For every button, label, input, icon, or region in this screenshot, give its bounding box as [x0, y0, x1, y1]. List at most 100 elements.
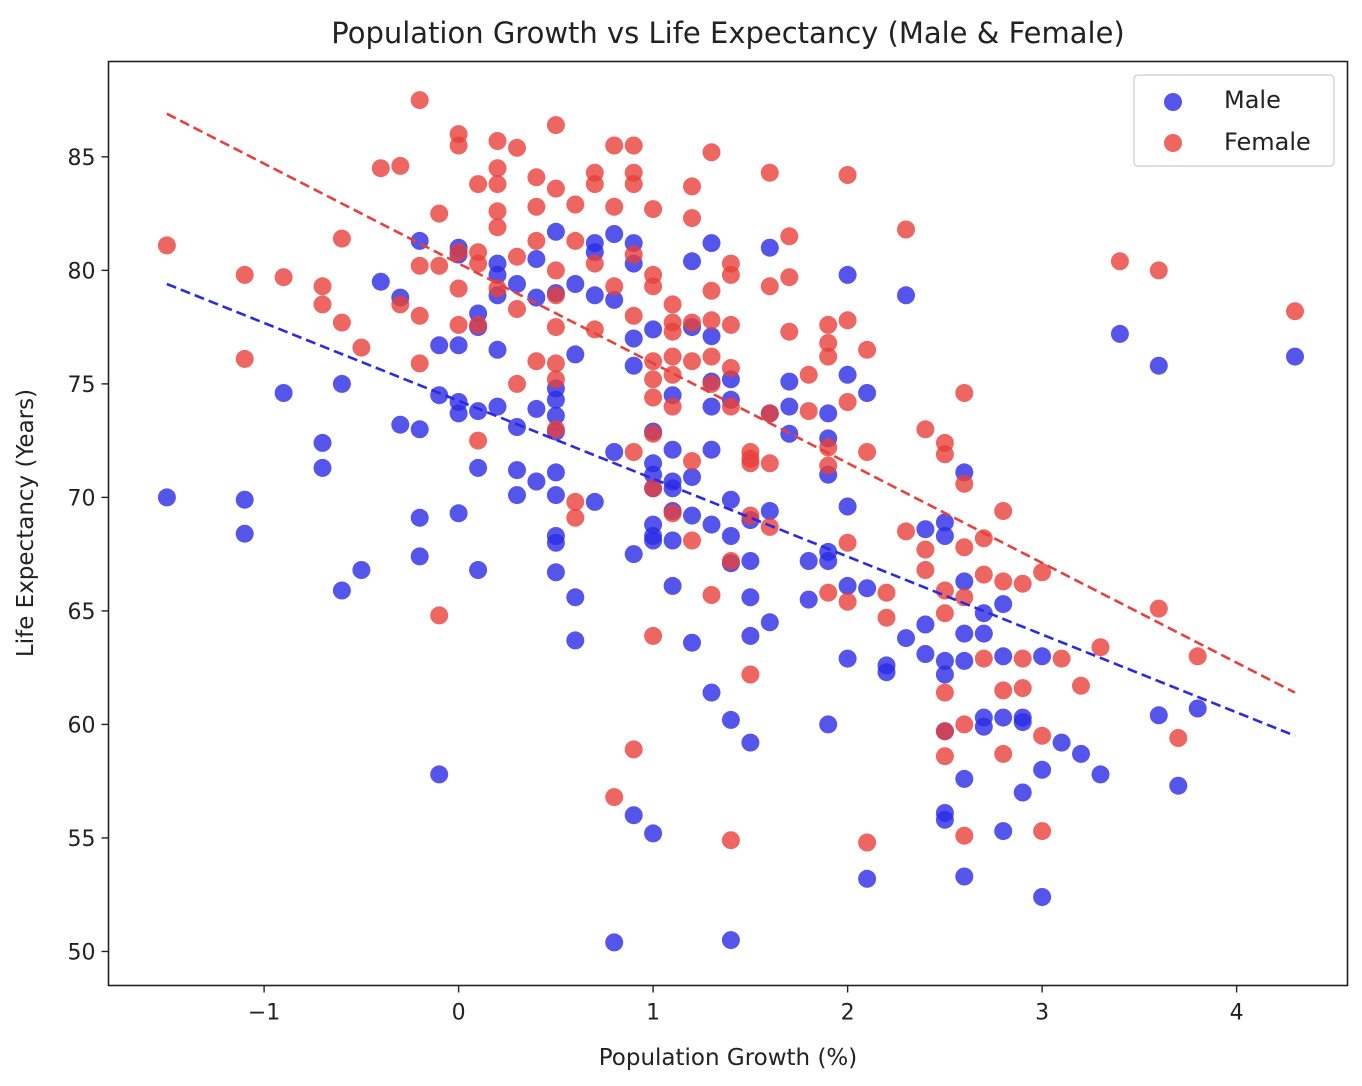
- male-point-72: [644, 320, 663, 339]
- female-point-148: [955, 384, 974, 402]
- female-point-78: [644, 626, 663, 645]
- male-point-128: [838, 365, 857, 384]
- female-point-166: [1033, 822, 1052, 841]
- y-tick-label: 85: [68, 146, 96, 171]
- male-point-175: [1169, 776, 1188, 795]
- male-point-170: [1072, 744, 1090, 763]
- male-point-49: [546, 463, 565, 482]
- male-point-117: [780, 397, 799, 416]
- x-tick-label: 0: [452, 1001, 466, 1026]
- female-point-42: [527, 352, 546, 371]
- female-point-63: [624, 136, 643, 155]
- male-point-24: [449, 504, 468, 523]
- male-point-150: [955, 572, 974, 591]
- male-point-36: [508, 418, 526, 436]
- female-point-65: [624, 175, 643, 194]
- female-point-160: [994, 744, 1013, 763]
- male-point-164: [1013, 713, 1032, 732]
- male-point-29: [469, 561, 488, 579]
- female-point-90: [683, 452, 701, 471]
- female-point-153: [955, 826, 974, 845]
- female-point-102: [721, 397, 740, 416]
- male-point-79: [644, 531, 663, 550]
- female-point-70: [644, 200, 663, 219]
- male-point-156: [974, 624, 993, 643]
- female-point-156: [974, 649, 993, 668]
- male-point-50: [546, 486, 565, 505]
- female-point-6: [332, 229, 351, 248]
- female-point-82: [663, 347, 682, 366]
- female-point-149: [955, 474, 974, 493]
- female-point-164: [1033, 563, 1052, 582]
- female-point-9: [371, 159, 390, 178]
- female-point-127: [838, 311, 857, 330]
- male-point-130: [838, 576, 857, 595]
- female-point-116: [780, 268, 799, 287]
- female-point-48: [546, 354, 565, 373]
- male-point-166: [1033, 647, 1052, 666]
- male-point-2: [235, 524, 254, 543]
- male-point-102: [721, 490, 740, 509]
- female-point-97: [702, 586, 721, 604]
- male-point-88: [683, 252, 701, 271]
- male-point-13: [410, 420, 429, 439]
- male-point-127: [838, 265, 857, 284]
- male-point-169: [1052, 733, 1071, 752]
- male-point-108: [741, 552, 760, 570]
- male-point-177: [1286, 347, 1304, 366]
- female-trend-line: [166, 112, 1296, 694]
- female-point-87: [683, 209, 701, 228]
- male-point-8: [352, 561, 371, 579]
- female-point-85: [663, 504, 682, 523]
- male-point-92: [683, 633, 701, 652]
- female-point-23: [449, 315, 468, 334]
- female-point-81: [663, 322, 682, 341]
- female-point-145: [935, 683, 954, 702]
- female-point-109: [741, 665, 760, 684]
- female-point-172: [1149, 599, 1168, 618]
- female-point-104: [721, 831, 740, 850]
- male-point-144: [935, 651, 954, 670]
- female-point-8: [352, 338, 371, 357]
- male-point-71: [624, 806, 643, 825]
- female-point-83: [663, 365, 682, 384]
- female-point-99: [721, 265, 740, 284]
- female-point-59: [605, 136, 624, 155]
- female-point-12: [410, 91, 429, 110]
- male-point-142: [935, 513, 954, 532]
- female-point-20: [449, 136, 468, 155]
- male-point-161: [994, 708, 1013, 727]
- x-axis: −1 0 1 2 3 4: [248, 985, 1244, 1026]
- female-point-159: [994, 681, 1013, 700]
- female-point-27: [469, 315, 488, 334]
- female-point-33: [488, 218, 507, 237]
- male-point-105: [721, 710, 740, 729]
- female-point-174: [1188, 647, 1207, 666]
- male-point-57: [566, 631, 585, 650]
- female-point-43: [546, 116, 565, 135]
- male-point-121: [819, 404, 838, 423]
- male-point-87: [663, 576, 682, 595]
- female-point-120: [819, 315, 838, 334]
- legend-label-male: Male: [1224, 86, 1281, 114]
- male-point-28: [469, 458, 488, 477]
- male-point-82: [663, 440, 682, 459]
- male-trend-line: [166, 282, 1296, 737]
- female-point-113: [760, 454, 779, 473]
- male-point-64: [605, 443, 624, 461]
- male-point-143: [935, 527, 954, 545]
- female-point-46: [546, 286, 565, 305]
- female-point-140: [916, 561, 935, 579]
- female-point-152: [955, 715, 974, 734]
- female-point-32: [488, 202, 507, 221]
- male-point-168: [1033, 888, 1052, 906]
- female-point-16: [430, 204, 449, 223]
- female-point-62: [605, 788, 624, 807]
- male-point-15: [410, 547, 429, 566]
- y-tick-label: 50: [68, 940, 96, 965]
- female-point-28: [469, 431, 488, 450]
- female-point-125: [819, 583, 838, 602]
- female-point-134: [877, 583, 896, 602]
- female-point-60: [605, 197, 624, 216]
- male-point-98: [702, 515, 721, 534]
